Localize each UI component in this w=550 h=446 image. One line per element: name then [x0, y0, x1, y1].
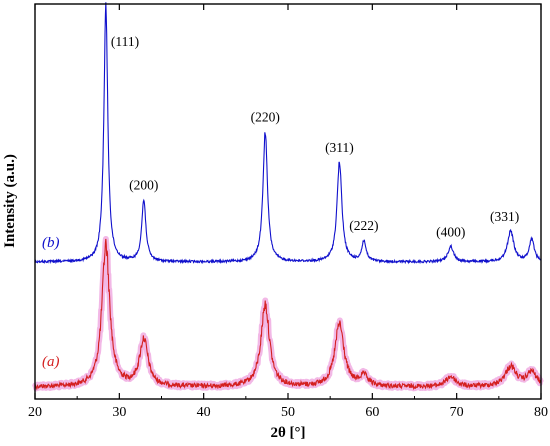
- y-axis-title: Intensity (a.u.): [2, 154, 18, 248]
- x-ticks: 20 30 40 50 60 70 80: [28, 4, 548, 420]
- x-tick-label: 80: [534, 405, 548, 420]
- peak-label: (222): [349, 218, 378, 233]
- series-label-a: (a): [42, 354, 60, 370]
- peak-label: (311): [325, 140, 354, 155]
- x-tick-label: 60: [365, 405, 379, 420]
- peak-label: (331): [490, 209, 519, 224]
- x-tick-label: 20: [28, 405, 42, 420]
- peak-label: (200): [129, 178, 158, 193]
- peak-label: (400): [436, 224, 465, 239]
- x-tick-label: 50: [281, 405, 295, 420]
- x-tick-label: 40: [197, 405, 211, 420]
- peak-annotations: (111) (200) (220) (311) (222) (400) (331): [111, 34, 519, 239]
- x-axis-title: 2θ [°]: [270, 425, 305, 441]
- x-tick-label: 70: [450, 405, 464, 420]
- series-lines: [34, 2, 542, 391]
- series-a-line: [34, 238, 542, 391]
- x-tick-label: 30: [112, 405, 126, 420]
- series-b-line: [34, 2, 542, 265]
- series-label-b: (b): [42, 235, 60, 251]
- peak-label: (220): [251, 110, 280, 125]
- peak-label: (111): [111, 34, 139, 49]
